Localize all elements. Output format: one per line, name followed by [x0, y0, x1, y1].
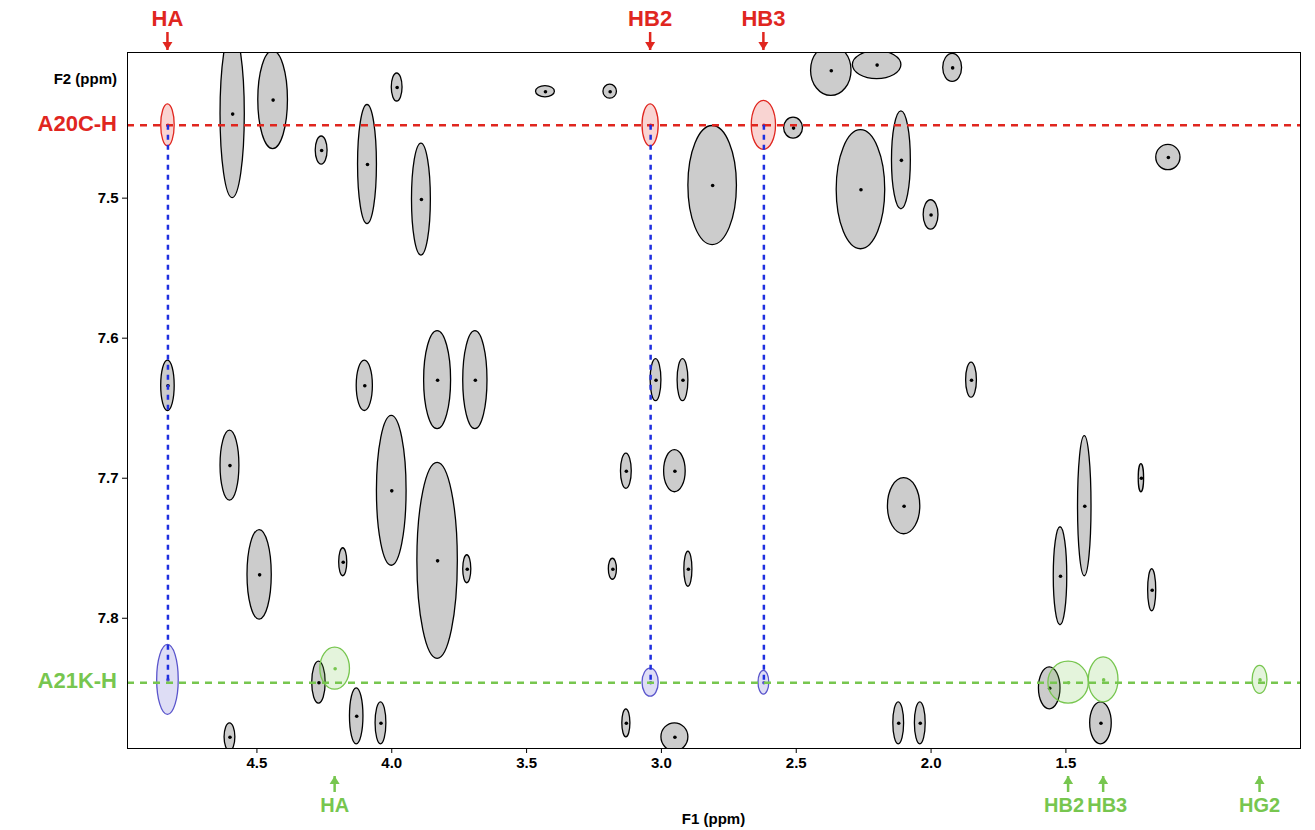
- svg-text:HA: HA: [320, 794, 349, 816]
- svg-text:7.8: 7.8: [98, 609, 119, 626]
- svg-text:F2 (ppm): F2 (ppm): [54, 70, 117, 87]
- svg-text:3.0: 3.0: [651, 754, 672, 771]
- svg-text:1.5: 1.5: [1055, 754, 1076, 771]
- svg-text:7.5: 7.5: [98, 189, 119, 206]
- svg-text:4.0: 4.0: [381, 754, 402, 771]
- svg-text:HB3: HB3: [1087, 794, 1127, 816]
- svg-text:4.5: 4.5: [247, 754, 268, 771]
- svg-text:HB2: HB2: [628, 6, 672, 31]
- svg-text:HG2: HG2: [1239, 794, 1280, 816]
- svg-text:2.0: 2.0: [921, 754, 942, 771]
- svg-text:A20C-H: A20C-H: [38, 111, 117, 136]
- svg-text:A21K-H: A21K-H: [38, 668, 117, 693]
- svg-text:3.5: 3.5: [516, 754, 537, 771]
- svg-text:7.7: 7.7: [98, 469, 119, 486]
- svg-text:HB3: HB3: [741, 6, 785, 31]
- svg-text:HB2: HB2: [1044, 794, 1084, 816]
- svg-text:7.6: 7.6: [98, 329, 119, 346]
- svg-text:F1 (ppm): F1 (ppm): [682, 810, 745, 827]
- svg-text:2.5: 2.5: [786, 754, 807, 771]
- svg-text:HA: HA: [152, 6, 184, 31]
